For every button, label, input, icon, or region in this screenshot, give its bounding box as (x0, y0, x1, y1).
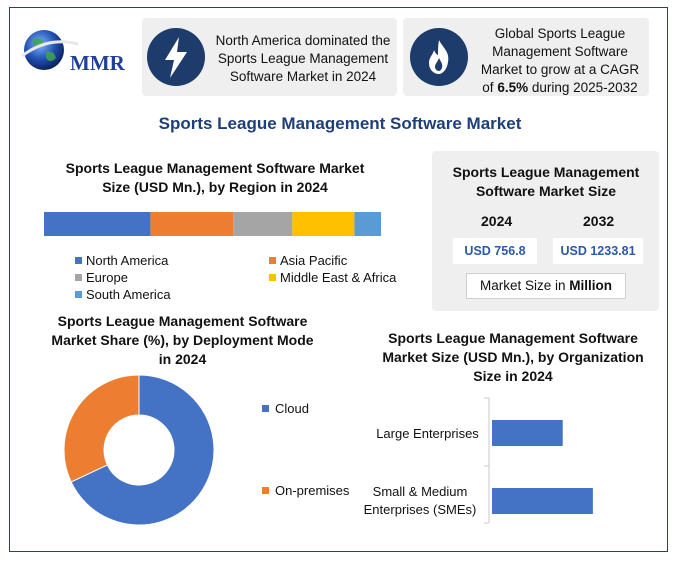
year-2024-label: 2024 (481, 213, 513, 229)
value-2032: USD 1233.81 (553, 238, 643, 264)
legend-label: Asia Pacific (280, 253, 348, 268)
lightning-icon (147, 28, 205, 86)
market-size-title: Sports League Management Software Market… (452, 164, 640, 199)
infographic-frame (9, 7, 668, 552)
legend-swatch (262, 487, 269, 494)
legend-label: Europe (86, 270, 128, 285)
deployment-chart-title: Sports League Management Software Market… (51, 313, 314, 367)
region-legend-item: Asia Pacific (269, 253, 347, 268)
value-2024: USD 756.8 (453, 238, 537, 264)
legend-swatch (75, 291, 82, 298)
callout-cagr-text: Global Sports League Management Software… (480, 26, 640, 95)
mmr-logo: MMR (18, 26, 136, 80)
org-chart-title: Sports League Management Software Market… (382, 330, 644, 384)
legend-swatch (75, 257, 82, 264)
year-2032-label: 2032 (583, 213, 615, 229)
org-category-label: Large Enterprises (376, 426, 479, 441)
page-title: Sports League Management Software Market (158, 114, 522, 133)
region-legend-item: North America (75, 253, 168, 268)
legend-swatch (75, 274, 82, 281)
legend-label: North America (86, 253, 169, 268)
legend-label: On-premises (275, 483, 350, 498)
legend-label: Middle East & Africa (280, 270, 397, 285)
svg-text:MMR: MMR (70, 51, 126, 75)
legend-swatch (269, 274, 276, 281)
region-legend-item: Europe (75, 270, 128, 285)
legend-label: South America (86, 287, 171, 302)
callout-north-america-text: North America dominated the Sports Leagu… (215, 33, 391, 84)
deployment-legend-item: On-premises (262, 483, 349, 498)
org-category-label: Small & Medium Enterprises (SMEs) (363, 484, 477, 517)
unit-label: Market Size in Million (466, 273, 626, 299)
flame-icon (410, 28, 468, 86)
region-legend-item: South America (75, 287, 171, 302)
region-chart-title: Sports League Management Software Market… (65, 160, 365, 195)
globe-logo-icon: MMR (21, 30, 126, 75)
legend-label: Cloud (275, 401, 309, 416)
deployment-legend-item: Cloud (262, 401, 309, 416)
region-legend-item: Middle East & Africa (269, 270, 396, 285)
legend-swatch (269, 257, 276, 264)
legend-swatch (262, 405, 269, 412)
